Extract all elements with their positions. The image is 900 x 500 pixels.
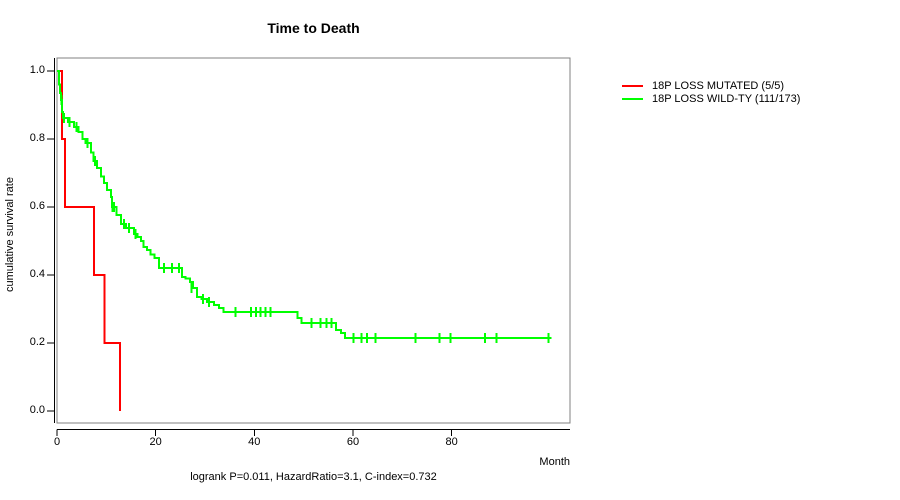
legend-label: 18P LOSS MUTATED (5/5) <box>652 79 785 92</box>
stats-annotation: logrank P=0.011, HazardRatio=3.1, C-inde… <box>190 471 437 483</box>
y-axis-title: cumulative survival rate <box>4 177 16 292</box>
legend-line-swatch <box>622 84 643 87</box>
legend-line-swatch <box>622 97 643 100</box>
legend-item: 18P LOSS WILD-TY (111/173) <box>622 92 800 105</box>
y-tick-label: 1.0 <box>29 64 45 76</box>
x-tick-label: 60 <box>346 436 360 448</box>
y-tick-label: 0.0 <box>29 404 45 416</box>
x-axis-title: Month <box>539 456 570 468</box>
chart-title: Time to Death <box>267 20 360 36</box>
legend-item: 18P LOSS MUTATED (5/5) <box>622 79 800 92</box>
plot-box <box>56 57 571 424</box>
x-tick-label: 20 <box>149 436 162 448</box>
legend: 18P LOSS MUTATED (5/5) 18P LOSS WILD-TY (… <box>622 79 800 105</box>
legend-label: 18P LOSS WILD-TY (111/173) <box>652 92 801 105</box>
y-tick-label: 0.2 <box>29 336 45 348</box>
y-tick-label: 0.6 <box>29 200 45 212</box>
y-tick-label: 0.4 <box>29 268 45 280</box>
y-tick-label: 0.8 <box>29 132 45 144</box>
km-curve-mutated <box>57 70 122 411</box>
x-tick-label: 0 <box>53 436 61 448</box>
x-tick-label: 40 <box>248 436 261 448</box>
x-tick-label: 80 <box>445 436 458 448</box>
km-curve-wildtype <box>57 70 552 339</box>
